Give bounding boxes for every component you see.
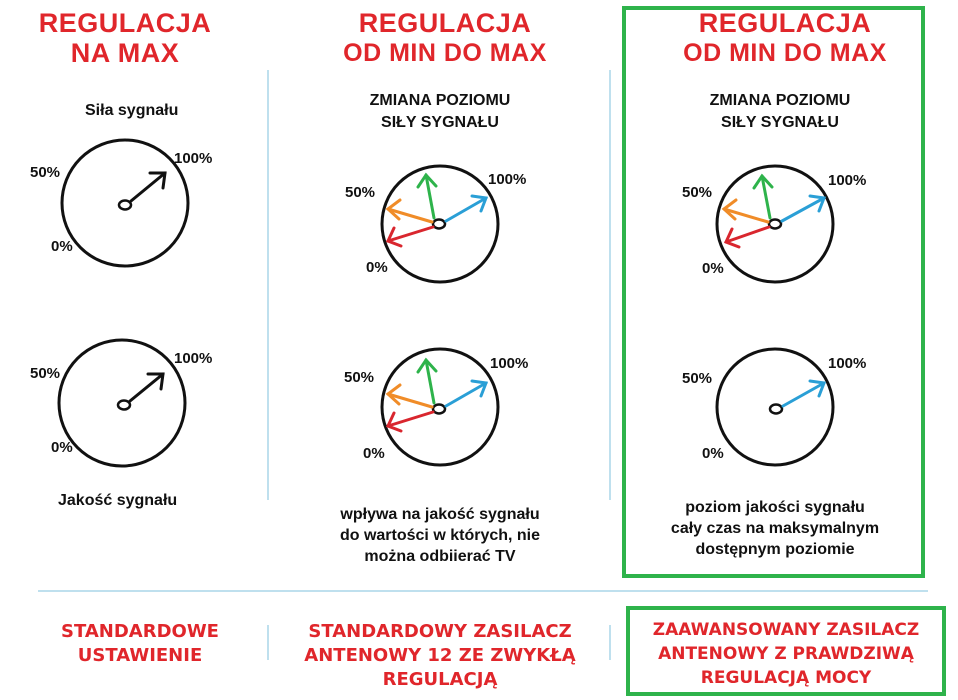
signal-strength-label: Siła sygnału bbox=[85, 102, 179, 119]
dial-label-0: 0% bbox=[702, 260, 724, 277]
column-2-title-line2: OD MIN DO MAX bbox=[343, 39, 547, 67]
orange-arrow bbox=[385, 198, 434, 224]
column-1-title-line2: NA MAX bbox=[70, 38, 180, 68]
highlight-box-footer-3 bbox=[626, 606, 946, 696]
signal-quality-label: Jakość sygnału bbox=[58, 492, 178, 509]
dial-circle bbox=[380, 164, 500, 284]
dial-pivot bbox=[431, 403, 447, 415]
dial-label-100: 100% bbox=[490, 355, 528, 372]
dial-label-50: 50% bbox=[682, 370, 712, 387]
footer-3-line3: REGULACJĄ MOCY bbox=[700, 668, 872, 688]
column-3-subtitle: ZMIANA POZIOMU SIŁY SYGNAŁU bbox=[670, 90, 890, 134]
column-2-description-line1: wpływa na jakość sygnału bbox=[340, 506, 540, 523]
orange-arrow bbox=[385, 383, 434, 409]
column-divider-2 bbox=[609, 70, 611, 500]
footer-3-line1: ZAAWANSOWANY ZASILACZ bbox=[652, 620, 920, 640]
blue-arrow bbox=[444, 379, 489, 408]
dial-label-50: 50% bbox=[345, 184, 375, 201]
column-2-title: REGULACJA OD MIN DO MAX bbox=[325, 8, 565, 68]
column-1-title-line1: REGULACJA bbox=[38, 8, 212, 38]
column-3-title-line2: OD MIN DO MAX bbox=[683, 39, 887, 67]
footer-3-line2: ANTENOWY Z PRAWDZIWĄ bbox=[658, 644, 914, 664]
red-arrow bbox=[385, 225, 435, 248]
footer-divider-2 bbox=[609, 625, 611, 660]
column-2-subtitle-line1: ZMIANA POZIOMU bbox=[369, 92, 511, 109]
footer-2-line3: REGULACJĄ bbox=[382, 669, 498, 690]
footer-divider-1 bbox=[267, 625, 269, 660]
footer-1-line1: STANDARDOWE bbox=[61, 621, 219, 642]
column-3-title-line1: REGULACJA bbox=[698, 8, 872, 38]
column-3-subtitle-line1: ZMIANA POZIOMU bbox=[709, 92, 851, 109]
blue-arrow bbox=[781, 379, 827, 408]
green-arrow bbox=[752, 173, 774, 220]
dial-label-0: 0% bbox=[51, 439, 73, 456]
footer-2: STANDARDOWY ZASILACZ ANTENOWY 12 ZE ZWYK… bbox=[275, 620, 605, 692]
dial-label-100: 100% bbox=[488, 171, 526, 188]
dial-label-0: 0% bbox=[366, 259, 388, 276]
column-2-description: wpływa na jakość sygnału do wartości w k… bbox=[300, 504, 580, 567]
footer-2-line1: STANDARDOWY ZASILACZ bbox=[308, 621, 572, 642]
column-3-description: poziom jakości sygnału cały czas na maks… bbox=[630, 497, 920, 560]
black-arrow bbox=[129, 171, 167, 203]
dial-label-100: 100% bbox=[828, 355, 866, 372]
dial-pivot bbox=[431, 218, 447, 230]
dial-circle bbox=[715, 347, 835, 467]
dial-circle bbox=[57, 338, 187, 468]
dial-label-0: 0% bbox=[51, 238, 73, 255]
footer-1: STANDARDOWE USTAWIENIE bbox=[20, 620, 260, 668]
column-1-title: REGULACJA NA MAX bbox=[15, 8, 235, 68]
dial-label-50: 50% bbox=[682, 184, 712, 201]
dial-pivot bbox=[117, 199, 133, 211]
column-3-title: REGULACJA OD MIN DO MAX bbox=[665, 8, 905, 68]
column-2-subtitle: ZMIANA POZIOMU SIŁY SYGNAŁU bbox=[330, 90, 550, 134]
dial-circle bbox=[715, 164, 835, 284]
footer-divider bbox=[38, 590, 928, 592]
green-arrow bbox=[416, 172, 438, 220]
orange-arrow bbox=[721, 198, 770, 224]
column-3-subtitle-line2: SIŁY SYGNAŁU bbox=[721, 114, 839, 131]
dial-label-50: 50% bbox=[30, 164, 60, 181]
dial-label-100: 100% bbox=[828, 172, 866, 189]
dial-label-0: 0% bbox=[363, 445, 385, 462]
dial-pivot bbox=[768, 403, 784, 415]
column-2-description-line2: do wartości w których, nie bbox=[339, 527, 541, 544]
blue-arrow bbox=[444, 194, 489, 223]
footer-3: ZAAWANSOWANY ZASILACZ ANTENOWY Z PRAWDZI… bbox=[630, 618, 942, 690]
dial-circle bbox=[380, 347, 500, 467]
column-3-description-line3: dostępnym poziomie bbox=[695, 541, 855, 558]
red-arrow bbox=[723, 225, 771, 249]
dial-label-50: 50% bbox=[30, 365, 60, 382]
dial-label-100: 100% bbox=[174, 350, 212, 367]
red-arrow bbox=[385, 410, 435, 433]
column-2-title-line1: REGULACJA bbox=[358, 8, 532, 38]
green-arrow bbox=[416, 357, 438, 405]
dial-circle bbox=[60, 138, 190, 268]
column-2-description-line3: można odbiierać TV bbox=[364, 548, 516, 565]
dial-label-0: 0% bbox=[702, 445, 724, 462]
column-divider-1 bbox=[267, 70, 269, 500]
column-3-description-line2: cały czas na maksymalnym bbox=[670, 520, 880, 537]
dial-label-100: 100% bbox=[174, 150, 212, 167]
blue-arrow bbox=[780, 194, 827, 223]
column-2-subtitle-line2: SIŁY SYGNAŁU bbox=[381, 114, 499, 131]
dial-label-50: 50% bbox=[344, 369, 374, 386]
footer-1-line2: USTAWIENIE bbox=[77, 645, 203, 666]
column-3-description-line1: poziom jakości sygnału bbox=[685, 499, 865, 516]
dial-pivot bbox=[767, 218, 783, 230]
highlight-box-column-3 bbox=[622, 6, 925, 578]
footer-2-line2: ANTENOWY 12 ZE ZWYKŁĄ bbox=[304, 645, 576, 666]
black-arrow bbox=[128, 372, 165, 403]
dial-pivot bbox=[116, 399, 132, 411]
